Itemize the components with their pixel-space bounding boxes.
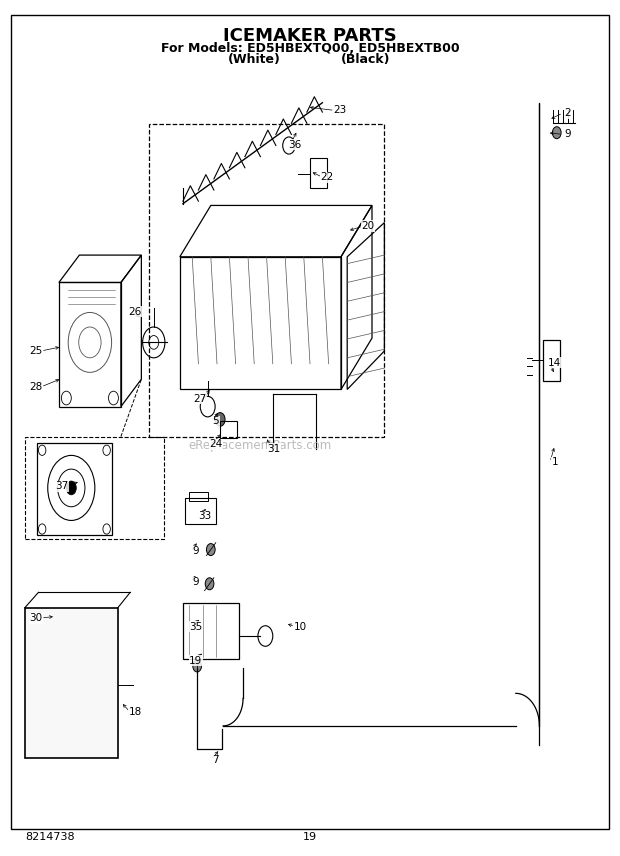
Text: 28: 28 (29, 382, 43, 392)
Bar (220, 421, 237, 438)
Circle shape (205, 578, 214, 590)
Text: 8214738: 8214738 (25, 832, 74, 842)
Bar (189, 492, 208, 501)
Bar (310, 158, 327, 188)
Circle shape (206, 544, 215, 556)
Text: 36: 36 (288, 140, 302, 150)
Circle shape (215, 413, 225, 426)
Text: 20: 20 (361, 221, 375, 231)
Circle shape (552, 127, 561, 139)
Text: 19: 19 (303, 832, 317, 842)
Text: 27: 27 (193, 394, 207, 404)
Text: 7: 7 (213, 755, 219, 765)
Text: 31: 31 (267, 443, 281, 454)
Text: 10: 10 (293, 621, 307, 632)
Text: 9: 9 (193, 577, 199, 587)
Text: 22: 22 (320, 172, 334, 182)
Bar (25, 437, 164, 539)
Text: 9: 9 (193, 546, 199, 556)
Text: 30: 30 (29, 613, 43, 623)
Text: 33: 33 (198, 511, 211, 521)
Text: 25: 25 (29, 346, 43, 356)
Text: 2: 2 (565, 108, 571, 118)
Text: 5: 5 (213, 416, 219, 426)
Text: 1: 1 (552, 457, 558, 467)
Bar (542, 340, 560, 381)
Text: 19: 19 (189, 656, 203, 666)
Text: For Models: ED5HBEXTQ00, ED5HBEXTB00: For Models: ED5HBEXTQ00, ED5HBEXTB00 (161, 42, 459, 56)
Text: 9: 9 (565, 129, 571, 140)
Text: eReplacementParts.com: eReplacementParts.com (188, 438, 332, 452)
Text: ICEMAKER PARTS: ICEMAKER PARTS (223, 27, 397, 45)
Bar (180, 257, 341, 389)
Bar (25, 608, 118, 758)
Bar (149, 124, 384, 437)
Text: 35: 35 (189, 621, 203, 632)
Text: 26: 26 (128, 306, 142, 317)
Bar (183, 603, 239, 659)
Text: 14: 14 (548, 358, 562, 368)
Circle shape (66, 481, 76, 495)
Text: 18: 18 (128, 707, 142, 717)
Circle shape (193, 660, 202, 672)
Bar (37, 443, 112, 535)
Bar (185, 498, 216, 524)
Text: 23: 23 (333, 105, 347, 116)
Text: 24: 24 (209, 439, 223, 449)
Text: (White): (White) (228, 53, 281, 67)
Text: 37: 37 (55, 481, 69, 491)
Text: (Black): (Black) (341, 53, 391, 67)
